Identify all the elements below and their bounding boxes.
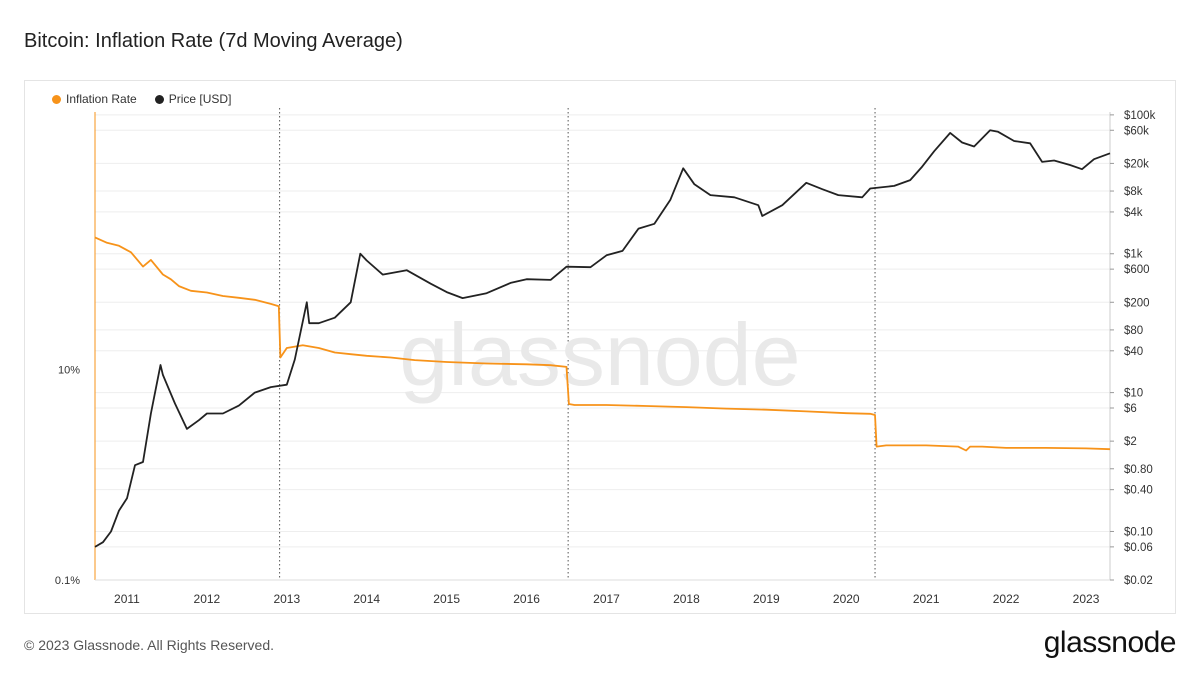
page-title: Bitcoin: Inflation Rate (7d Moving Avera… [24,30,403,52]
y-right-tick-label-4: $4k [1124,207,1143,219]
x-tick-label-2019: 2019 [753,592,780,606]
legend-dot-inflation [52,94,61,104]
footer-copyright: © 2023 Glassnode. All Rights Reserved. [24,637,275,653]
series-line-price [94,129,1111,548]
legend-item-inflation-rate[interactable]: Inflation Rate [52,92,137,106]
x-tick-label-2021: 2021 [913,592,940,606]
watermark: glassnode [399,305,800,404]
legend-label-price: Price [USD] [168,92,232,106]
y-right-tick-label-14: $0.40 [1124,485,1153,497]
y-right-tick-label-6: $600 [1124,264,1150,276]
x-tick-label-2014: 2014 [353,592,380,606]
y-left-tick-label-0: 0.1% [55,575,80,587]
y-left-tick-label-1: 10% [58,365,80,377]
x-tick-label-2023: 2023 [1073,592,1100,606]
legend-dot-price [154,94,164,104]
x-tick-label-2016: 2016 [513,592,540,606]
x-tick-label-2013: 2013 [273,592,300,606]
y-right-tick-label-5: $1k [1124,249,1143,261]
x-tick-label-2022: 2022 [993,592,1020,606]
y-right-tick-label-3: $8k [1124,186,1143,198]
brand-logo: glassnode [1043,626,1177,659]
series-line-inflation-rate [94,236,1111,452]
y-right-tick-label-10: $10 [1124,388,1143,400]
x-tick-label-2017: 2017 [593,592,620,606]
y-right-tick-label-13: $0.80 [1124,464,1153,476]
x-tick-label-2012: 2012 [194,592,221,606]
chart-legend: Inflation Rate Price [USD] [52,92,231,106]
y-right-tick-label-9: $40 [1124,346,1143,358]
x-tick-label-2011: 2011 [114,592,140,606]
y-right-tick-label-2: $20k [1124,158,1149,170]
legend-label-inflation: Inflation Rate [66,92,137,106]
y-right-tick-label-12: $2 [1124,436,1137,448]
legend-item-price[interactable]: Price [USD] [154,92,232,106]
y-right-tick-label-7: $200 [1124,297,1150,309]
y-right-tick-label-15: $0.10 [1124,526,1153,538]
y-right-tick-label-0: $100k [1124,110,1156,122]
x-tick-label-2020: 2020 [833,592,860,606]
y-right-tick-label-17: $0.02 [1124,575,1153,587]
x-tick-label-2015: 2015 [433,592,460,606]
y-right-tick-label-8: $80 [1124,325,1143,337]
y-right-tick-label-1: $60k [1124,125,1149,137]
y-right-tick-label-16: $0.06 [1124,542,1153,554]
y-right-tick-label-11: $6 [1124,403,1137,415]
x-tick-label-2018: 2018 [673,592,700,606]
chart-panel [24,80,1176,614]
